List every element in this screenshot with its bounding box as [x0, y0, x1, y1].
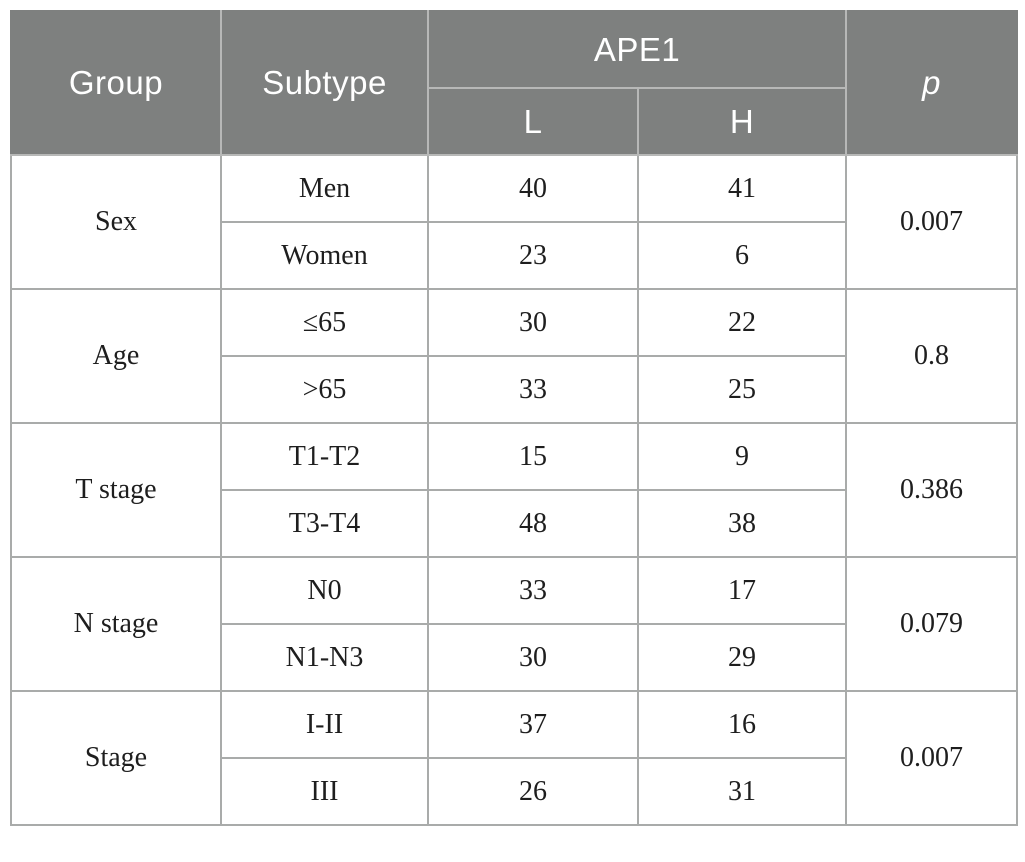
table-row: T3-T4 48 38 [11, 489, 1017, 558]
h-count-cell: 41 [636, 154, 848, 223]
subtype-cell: T1-T2 [220, 422, 429, 491]
table-row: Sex Men 40 41 0.007 [10, 154, 1019, 290]
subtype-cell: >65 [220, 355, 429, 424]
subtype-cell: ≤65 [220, 288, 429, 357]
table-row: Age ≤65 30 22 0.8 [10, 288, 1019, 424]
h-count-cell: 25 [636, 355, 848, 424]
h-count-cell: 38 [636, 489, 848, 558]
col-header-ape1-high: H [636, 87, 848, 156]
p-value-cell: 0.386 [845, 422, 1019, 558]
l-count-cell: 33 [427, 556, 639, 625]
l-count-cell: 30 [427, 623, 639, 692]
l-count-cell: 26 [427, 757, 639, 826]
table-row: Women 23 6 [11, 221, 1017, 290]
col-header-ape1-low: L [427, 87, 639, 156]
header-row-top: Group Subtype APE1 p [10, 10, 1019, 156]
h-count-cell: 6 [636, 221, 848, 290]
table-body: Sex Men 40 41 0.007 Women 23 6 Age ≤65 30 22 0.8 >65 3… [10, 154, 1019, 826]
p-value-cell: 0.007 [845, 690, 1019, 826]
table-row: N stage N0 33 17 0.079 [10, 556, 1019, 692]
table-row: Stage I-II 37 16 0.007 [10, 690, 1019, 826]
subtype-cell: Men [220, 154, 429, 223]
subtype-cell: I-II [220, 690, 429, 759]
table-row: >65 33 25 [11, 355, 1017, 424]
subtype-cell: N1-N3 [220, 623, 429, 692]
p-value-cell: 0.8 [845, 288, 1019, 424]
group-cell: N stage [10, 556, 222, 692]
group-cell: Age [10, 288, 222, 424]
p-value-cell: 0.079 [845, 556, 1019, 692]
l-count-cell: 23 [427, 221, 639, 290]
l-count-cell: 48 [427, 489, 639, 558]
table-row: T stage T1-T2 15 9 0.386 [10, 422, 1019, 558]
l-count-cell: 30 [427, 288, 639, 357]
h-count-cell: 31 [636, 757, 848, 826]
group-cell: Sex [10, 154, 222, 290]
h-count-cell: 29 [636, 623, 848, 692]
l-count-cell: 37 [427, 690, 639, 759]
subtype-cell: N0 [220, 556, 429, 625]
l-count-cell: 15 [427, 422, 639, 491]
p-value-cell: 0.007 [845, 154, 1019, 290]
table-row: N1-N3 30 29 [11, 623, 1017, 692]
group-cell: Stage [10, 690, 222, 826]
subtype-cell: Women [220, 221, 429, 290]
clinical-characteristics-table: Group Subtype APE1 p L H Sex Men 40 41 0.007… [10, 10, 1019, 826]
table-figure: Group Subtype APE1 p L H Sex Men 40 41 0.007… [10, 10, 1019, 826]
l-count-cell: 33 [427, 355, 639, 424]
col-header-p: p [845, 10, 1019, 156]
table-header: Group Subtype APE1 p L H [10, 10, 1019, 156]
header-row-bottom: L H [11, 87, 1017, 156]
h-count-cell: 9 [636, 422, 848, 491]
group-cell: T stage [10, 422, 222, 558]
subtype-cell: III [220, 757, 429, 826]
h-count-cell: 17 [636, 556, 848, 625]
h-count-cell: 22 [636, 288, 848, 357]
col-header-ape1: APE1 [426, 10, 848, 89]
l-count-cell: 40 [427, 154, 639, 223]
subtype-cell: T3-T4 [220, 489, 429, 558]
col-header-subtype: Subtype [220, 10, 429, 156]
h-count-cell: 16 [636, 690, 848, 759]
col-header-group: Group [10, 10, 222, 156]
table-row: III 26 31 [11, 757, 1017, 826]
